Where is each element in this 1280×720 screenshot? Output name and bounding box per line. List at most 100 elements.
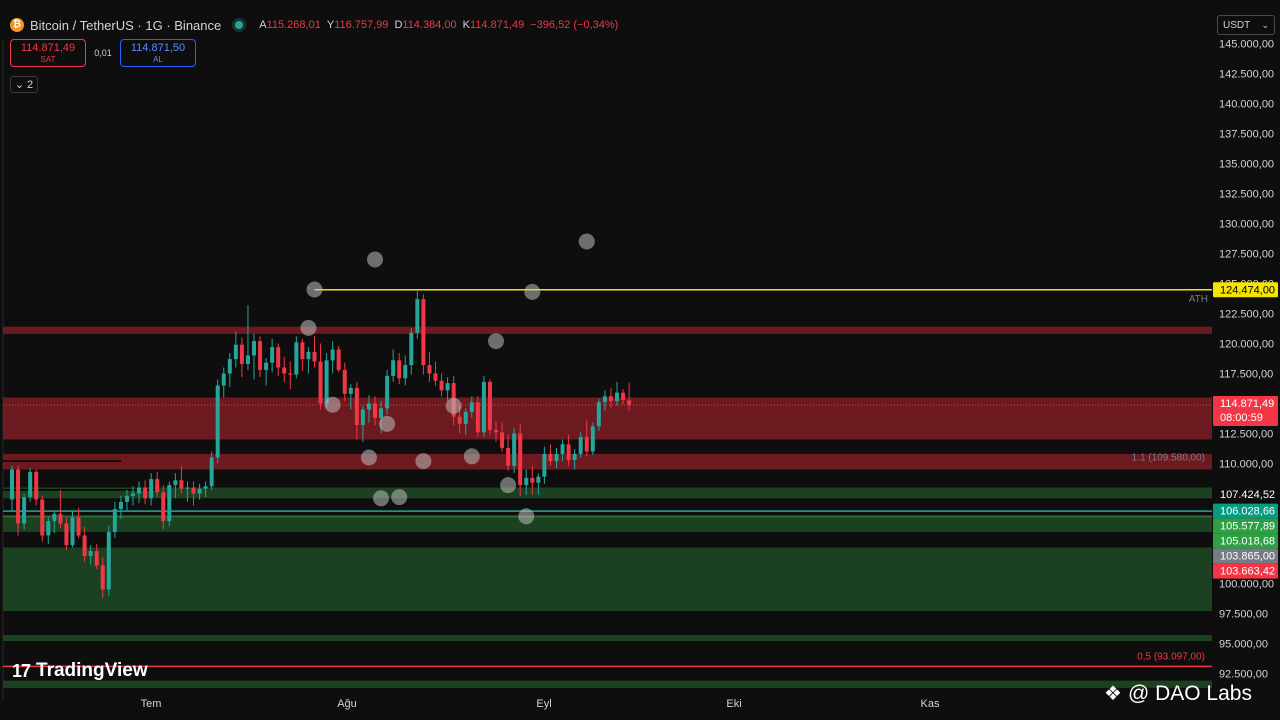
candle	[560, 439, 565, 462]
tradingview-icon: 17	[12, 660, 31, 681]
candle	[487, 379, 492, 435]
trade-panel: 114.871,49 SAT 0,01 114.871,50 AL	[10, 39, 196, 67]
ohlc-key: D	[394, 19, 403, 31]
marker-circle	[373, 490, 390, 507]
time-tick-label: Tem	[141, 698, 162, 710]
ohlc-values: A115.268,01 Y116.757,99 D114.384,00 K114.87…	[259, 19, 624, 31]
candle	[76, 507, 81, 538]
candle-body	[500, 432, 505, 448]
candle	[506, 434, 511, 471]
candle	[118, 495, 123, 519]
tradingview-label: TradingView	[36, 660, 148, 681]
indicators-toggle-button[interactable]: ⌄ 2	[10, 76, 38, 93]
candle-body	[252, 341, 256, 356]
support-zone	[3, 515, 1212, 532]
price-label-text: 105.577,89	[1220, 521, 1275, 533]
spread-value: 0,01	[94, 48, 112, 58]
marker-circle	[524, 283, 541, 300]
marker-circle	[379, 415, 396, 432]
candle-body	[536, 476, 541, 483]
candle-body	[58, 513, 63, 524]
price-tick-label: 92.500,00	[1219, 669, 1268, 681]
price-label-text: 106.028,66	[1220, 506, 1275, 518]
candle-body	[342, 369, 347, 394]
candle	[318, 343, 323, 410]
buy-button[interactable]: 114.871,50 AL	[120, 39, 196, 67]
candle-body	[100, 565, 105, 590]
candle	[385, 369, 390, 415]
candle-body	[203, 486, 208, 489]
candle-body	[548, 453, 553, 462]
candle	[203, 481, 208, 498]
candle	[578, 432, 583, 458]
price-tick-label: 132.500,00	[1219, 189, 1274, 201]
marker-circle	[578, 233, 595, 250]
candle	[336, 345, 341, 373]
support-zone	[3, 487, 1212, 499]
buy-price: 114.871,50	[130, 42, 186, 54]
candle	[40, 495, 45, 542]
price-tick-label: 137.500,00	[1219, 129, 1274, 141]
price-label-bg	[1213, 563, 1278, 579]
candle-body	[191, 487, 196, 494]
candle	[106, 525, 111, 596]
candle-body	[433, 373, 438, 381]
candle	[536, 473, 541, 495]
candle-body	[161, 492, 166, 522]
price-tick-label: 127.500,00	[1219, 249, 1274, 261]
currency-select[interactable]: USDT ⌄	[1217, 15, 1275, 35]
candle-body	[409, 332, 414, 366]
candle	[149, 473, 154, 506]
candle-body	[469, 402, 474, 412]
candle	[70, 511, 75, 548]
candle	[403, 355, 408, 386]
candle	[324, 353, 329, 409]
candle-body	[294, 342, 299, 375]
candle	[252, 333, 256, 380]
candle-body	[584, 437, 589, 452]
ohlc-value: 116.757,99	[334, 19, 389, 31]
chevron-down-icon: ⌄	[14, 79, 25, 91]
candle	[221, 367, 226, 398]
sell-button[interactable]: 114.871,49 SAT	[10, 39, 86, 67]
candle	[137, 481, 142, 504]
candle-body	[457, 416, 462, 424]
candle-body	[245, 355, 250, 364]
candle-body	[131, 493, 135, 496]
price-label-text: 107.424,52	[1220, 489, 1275, 501]
candle	[391, 349, 396, 382]
candle-body	[566, 444, 571, 460]
candle	[463, 408, 468, 435]
price-label: 124.474,00	[1213, 282, 1278, 298]
candle-body	[512, 433, 517, 466]
price-label: 103.663,42	[1213, 563, 1278, 579]
candle-body	[118, 501, 123, 510]
candle	[354, 381, 359, 440]
marker-circle	[518, 508, 535, 525]
candle	[276, 343, 281, 376]
candle-body	[312, 351, 317, 362]
symbol-title[interactable]: Bitcoin / TetherUS · 1G · Binance	[30, 17, 222, 33]
candle-body	[270, 347, 275, 363]
candle	[64, 517, 69, 550]
candle	[94, 543, 99, 570]
candle-body	[336, 349, 341, 370]
candle	[608, 387, 613, 409]
price-tick-label: 100.000,00	[1219, 579, 1274, 591]
price-label-text: 114.871,49	[1220, 398, 1274, 410]
candle-body	[64, 523, 69, 546]
price-tick-label: 145.000,00	[1219, 39, 1274, 51]
candle	[415, 289, 420, 339]
candle-body	[233, 344, 238, 360]
candle	[173, 473, 178, 499]
candle-body	[209, 457, 214, 487]
candle	[155, 471, 160, 498]
candle	[264, 357, 269, 386]
candle-body	[373, 403, 377, 418]
candle-body	[112, 509, 117, 532]
tradingview-logo[interactable]: 17 TradingView	[12, 660, 148, 682]
candle	[481, 375, 486, 438]
candle-body	[10, 469, 14, 500]
price-label-text: 124.474,00	[1220, 284, 1275, 296]
